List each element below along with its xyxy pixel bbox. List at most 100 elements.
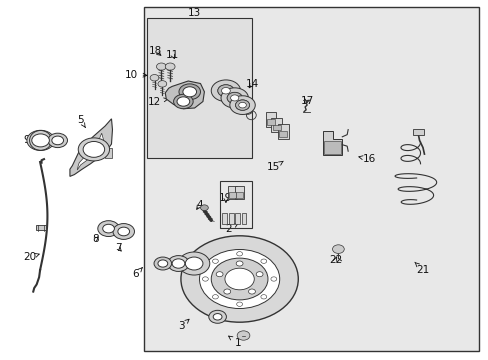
Circle shape bbox=[83, 141, 104, 157]
Circle shape bbox=[224, 289, 230, 294]
Bar bbox=[412, 129, 423, 135]
Circle shape bbox=[235, 100, 249, 110]
Circle shape bbox=[270, 277, 276, 281]
Text: 7: 7 bbox=[115, 243, 122, 253]
Bar bbox=[144, 7, 478, 351]
Text: 19: 19 bbox=[219, 193, 232, 203]
Bar bbox=[228, 213, 233, 224]
Circle shape bbox=[78, 138, 109, 161]
Circle shape bbox=[227, 93, 242, 103]
Circle shape bbox=[167, 256, 189, 271]
Circle shape bbox=[211, 258, 267, 300]
Circle shape bbox=[27, 130, 54, 150]
Circle shape bbox=[213, 314, 222, 320]
Bar bbox=[265, 112, 276, 127]
Circle shape bbox=[218, 85, 233, 97]
Bar bbox=[222, 213, 227, 224]
Circle shape bbox=[230, 95, 238, 101]
Circle shape bbox=[256, 272, 263, 277]
Bar bbox=[324, 141, 340, 154]
Circle shape bbox=[212, 259, 218, 264]
Text: 16: 16 bbox=[358, 154, 375, 164]
Text: 3: 3 bbox=[178, 319, 189, 331]
Circle shape bbox=[248, 289, 255, 294]
Text: 21: 21 bbox=[414, 262, 429, 275]
Circle shape bbox=[179, 84, 200, 100]
Circle shape bbox=[236, 252, 242, 256]
Circle shape bbox=[48, 133, 67, 148]
Circle shape bbox=[185, 257, 203, 270]
Text: 10: 10 bbox=[124, 69, 146, 80]
Circle shape bbox=[236, 261, 243, 266]
Circle shape bbox=[177, 97, 189, 106]
Text: 17: 17 bbox=[300, 96, 313, 106]
Polygon shape bbox=[70, 119, 112, 176]
Text: 1: 1 bbox=[228, 336, 241, 348]
Circle shape bbox=[224, 268, 254, 290]
Text: 6: 6 bbox=[132, 268, 142, 279]
Circle shape bbox=[172, 259, 184, 268]
Polygon shape bbox=[105, 148, 112, 158]
Circle shape bbox=[98, 221, 119, 237]
Circle shape bbox=[150, 75, 159, 81]
Polygon shape bbox=[322, 131, 342, 155]
Circle shape bbox=[235, 100, 249, 110]
Text: 14: 14 bbox=[245, 78, 259, 89]
Bar bbox=[271, 118, 282, 132]
Circle shape bbox=[52, 136, 63, 145]
Bar bbox=[277, 124, 288, 139]
Text: 5: 5 bbox=[77, 114, 85, 127]
Circle shape bbox=[32, 134, 49, 147]
Circle shape bbox=[218, 85, 233, 97]
Text: 22: 22 bbox=[328, 255, 342, 265]
Text: 18: 18 bbox=[148, 46, 162, 56]
Text: 11: 11 bbox=[165, 50, 179, 60]
Text: 8: 8 bbox=[92, 234, 99, 244]
Circle shape bbox=[221, 88, 248, 108]
Circle shape bbox=[216, 272, 223, 277]
Bar bbox=[235, 186, 244, 199]
Circle shape bbox=[118, 227, 129, 236]
Bar bbox=[279, 131, 286, 137]
Bar bbox=[478, 0, 488, 360]
Circle shape bbox=[158, 260, 167, 267]
Circle shape bbox=[200, 205, 208, 211]
Circle shape bbox=[208, 310, 226, 323]
Circle shape bbox=[165, 63, 175, 70]
Text: 15: 15 bbox=[266, 161, 283, 172]
Circle shape bbox=[212, 294, 218, 299]
Polygon shape bbox=[165, 81, 204, 109]
Bar bbox=[0, 0, 144, 360]
Text: 2: 2 bbox=[225, 224, 237, 234]
Circle shape bbox=[173, 94, 193, 109]
Circle shape bbox=[221, 87, 230, 94]
Circle shape bbox=[156, 63, 166, 70]
Polygon shape bbox=[77, 133, 103, 170]
Circle shape bbox=[181, 236, 298, 322]
Circle shape bbox=[211, 80, 240, 102]
Circle shape bbox=[183, 87, 196, 97]
Text: 13: 13 bbox=[187, 8, 201, 18]
Text: 4: 4 bbox=[196, 200, 203, 210]
Bar bbox=[236, 192, 243, 198]
Text: 9: 9 bbox=[23, 135, 35, 145]
Circle shape bbox=[199, 249, 279, 309]
Bar bbox=[220, 181, 251, 228]
Bar bbox=[235, 213, 240, 224]
Circle shape bbox=[229, 96, 255, 114]
Bar bbox=[241, 213, 246, 224]
Circle shape bbox=[237, 331, 249, 340]
Circle shape bbox=[238, 102, 246, 108]
Circle shape bbox=[113, 224, 134, 239]
Text: 20: 20 bbox=[23, 252, 39, 262]
Bar bbox=[36, 225, 46, 230]
Bar bbox=[272, 125, 280, 130]
Circle shape bbox=[260, 259, 266, 264]
Bar bbox=[228, 186, 237, 199]
Circle shape bbox=[332, 245, 344, 253]
Circle shape bbox=[158, 81, 166, 87]
Bar bbox=[266, 119, 274, 125]
Bar bbox=[229, 192, 236, 198]
Circle shape bbox=[260, 294, 266, 299]
Circle shape bbox=[202, 277, 208, 281]
